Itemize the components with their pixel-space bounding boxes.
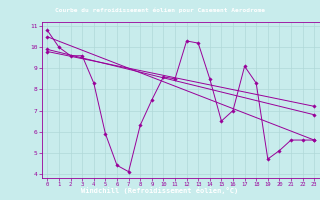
Text: Windchill (Refroidissement éolien,°C): Windchill (Refroidissement éolien,°C) (81, 186, 239, 194)
Text: Courbe du refroidissement éolien pour Casement Aerodrome: Courbe du refroidissement éolien pour Ca… (55, 7, 265, 13)
